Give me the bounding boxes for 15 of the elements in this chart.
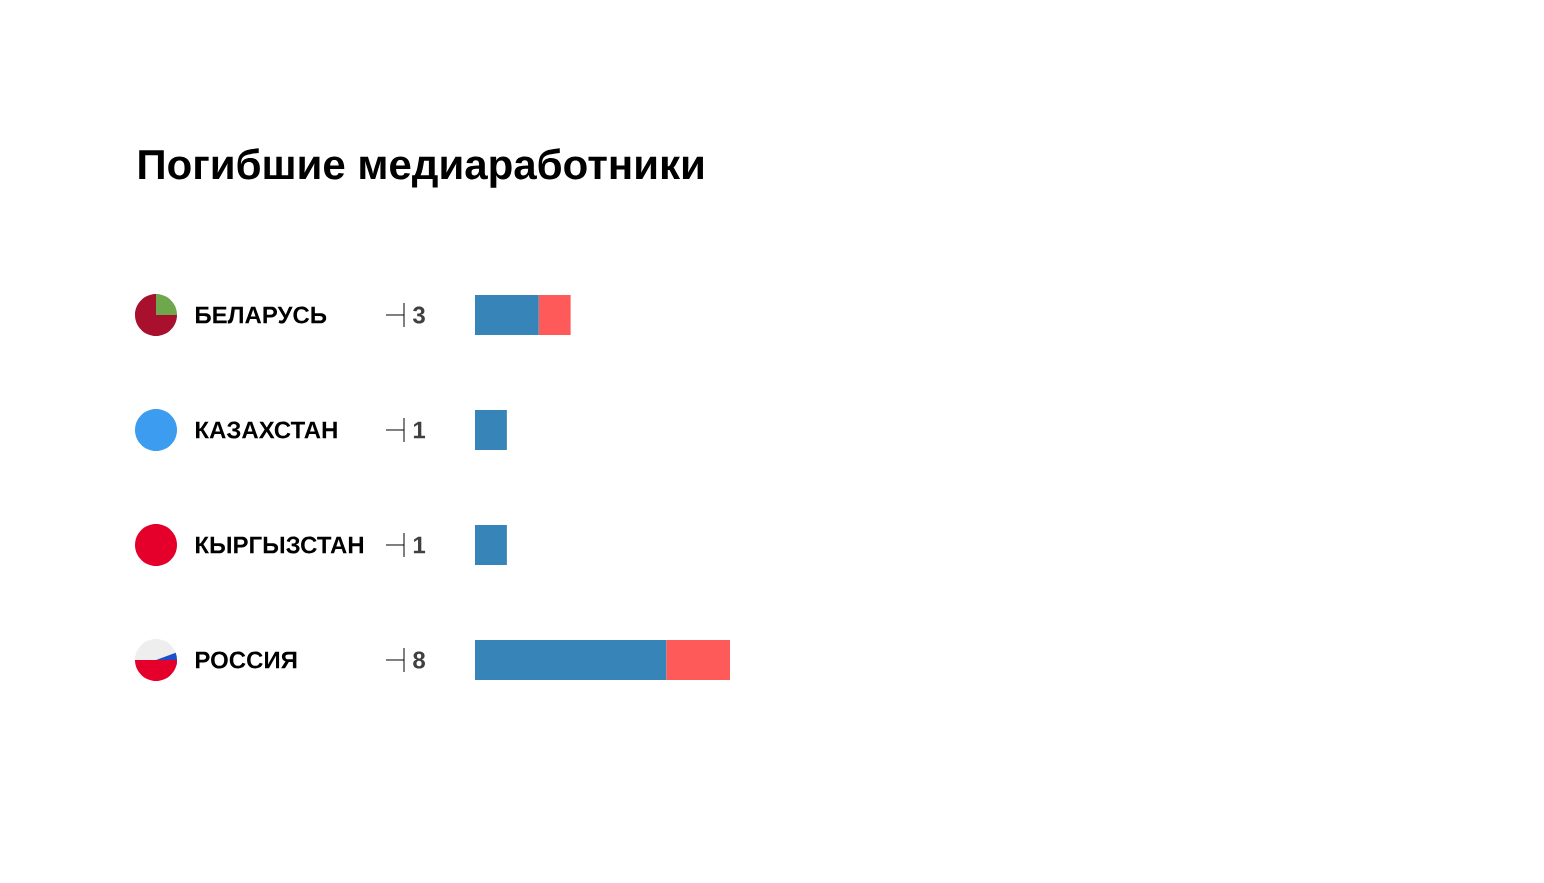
y-tick-label: КАЗАХСТАН bbox=[196, 421, 337, 439]
y-tick-label: КЫРГЫЗСТАН bbox=[196, 536, 364, 554]
y-tick-label: РОССИЯ bbox=[196, 651, 297, 669]
bar bbox=[475, 295, 539, 335]
text: 1 bbox=[413, 536, 426, 554]
bar bbox=[475, 525, 507, 565]
text: 3 bbox=[412, 306, 425, 324]
y-tick-label: БЕЛАРУСЬ bbox=[196, 306, 327, 324]
bar bbox=[538, 295, 571, 335]
chart-title: Погибшие медиаработники bbox=[139, 148, 703, 188]
bar bbox=[475, 410, 507, 450]
text: 8 bbox=[413, 651, 426, 669]
bar bbox=[666, 640, 731, 680]
bar bbox=[475, 640, 667, 680]
text: 1 bbox=[413, 421, 426, 439]
